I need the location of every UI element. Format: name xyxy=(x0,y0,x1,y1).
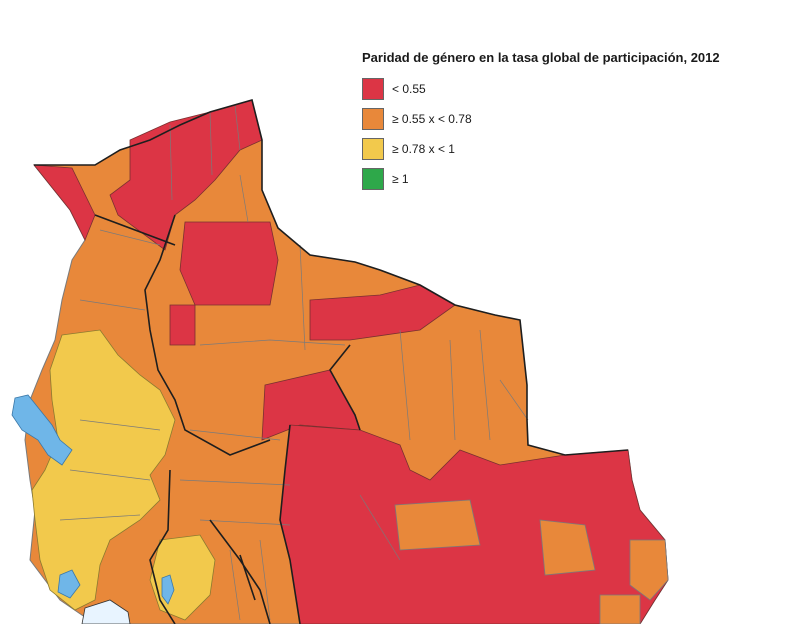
legend-label-green: ≥ 1 xyxy=(392,172,409,186)
region-orange-sc-1 xyxy=(394,499,481,551)
salt-flat xyxy=(81,599,131,625)
legend-item-yellow: ≥ 0.78 x < 1 xyxy=(362,137,720,161)
legend-swatch-red xyxy=(362,78,384,100)
legend: Paridad de género en la tasa global de p… xyxy=(362,50,720,197)
legend-title: Paridad de género en la tasa global de p… xyxy=(362,50,720,65)
legend-item-green: ≥ 1 xyxy=(362,167,720,191)
region-red-beni-east xyxy=(309,284,456,341)
legend-label-orange: ≥ 0.55 x < 0.78 xyxy=(392,112,472,126)
legend-swatch-orange xyxy=(362,108,384,130)
lake-titicaca xyxy=(11,394,73,466)
legend-swatch-green xyxy=(362,168,384,190)
region-orange-sc-4 xyxy=(599,594,641,625)
legend-label-red: < 0.55 xyxy=(392,82,426,96)
region-orange-sc-2 xyxy=(539,519,596,576)
department-borders xyxy=(34,99,629,625)
region-red-left-strip xyxy=(169,304,196,346)
lake-poopo xyxy=(57,569,81,599)
region-yellow-west xyxy=(31,329,176,611)
legend-label-yellow: ≥ 0.78 x < 1 xyxy=(392,142,455,156)
legend-swatch-yellow xyxy=(362,138,384,160)
legend-item-red: < 0.55 xyxy=(362,77,720,101)
region-red-north xyxy=(33,164,96,241)
legend-item-orange: ≥ 0.55 x < 0.78 xyxy=(362,107,720,131)
region-red-beni-west xyxy=(179,221,279,306)
region-orange-sc-3 xyxy=(629,539,669,601)
municipal-boundaries xyxy=(59,104,529,621)
lake-small xyxy=(161,574,175,605)
